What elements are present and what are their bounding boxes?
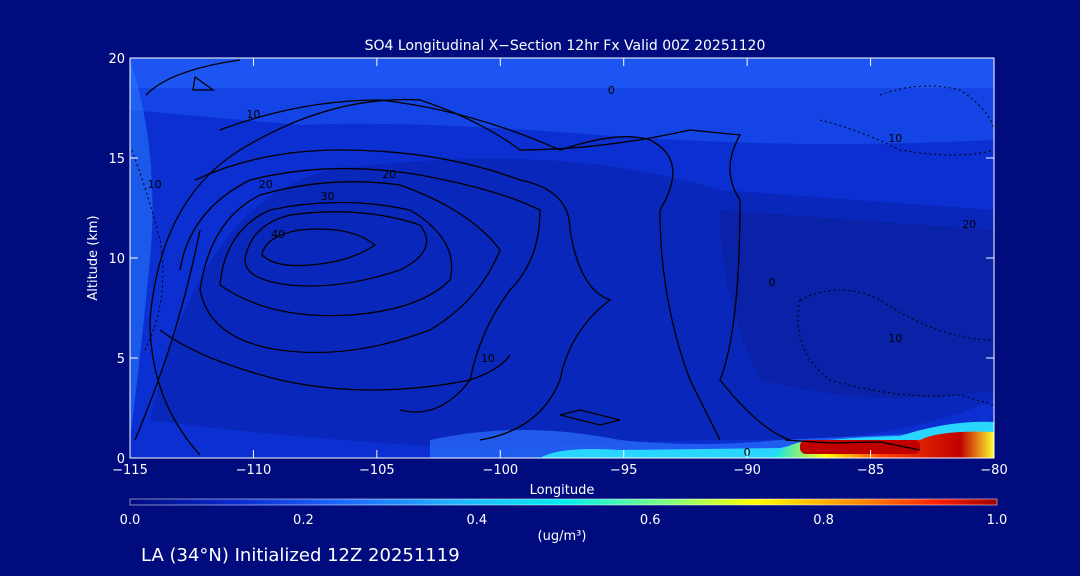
contour-line: [179, 167, 541, 413]
contour-line: [192, 75, 216, 91]
x-tick-label: −100: [482, 463, 518, 478]
x-tick-label: −105: [359, 463, 395, 478]
field-east-dark: [720, 210, 994, 398]
plot-area: 01020304020100102010100: [130, 58, 994, 458]
dashed-contour-line: [797, 299, 994, 406]
colorbar-unit-label: (ug/m³): [538, 529, 587, 544]
dashed-contour-line: [879, 85, 994, 131]
y-tick-label: 20: [108, 52, 125, 67]
dashed-contour-line: [799, 289, 994, 341]
contour-line: [194, 149, 612, 441]
x-tick-label: −90: [733, 463, 760, 478]
contour-value-label: 0: [608, 84, 615, 97]
field-band-top: [130, 58, 994, 88]
colorbar-tick-label: 0.8: [813, 513, 834, 528]
solid-contours: [134, 59, 921, 456]
contour-line: [261, 228, 377, 267]
y-tick-label: 0: [117, 452, 125, 467]
dashed-contour-line: [131, 149, 164, 351]
colorbar-tick-label: 0.0: [120, 513, 141, 528]
y-tick-label: 5: [117, 352, 125, 367]
y-tick-label: 10: [108, 252, 125, 267]
contour-value-label: 10: [246, 108, 260, 121]
contour-line: [134, 229, 201, 441]
contour-value-label: 10: [888, 332, 902, 345]
field-west-column: [130, 60, 153, 440]
contour-value-label: 10: [481, 352, 495, 365]
contour-line: [219, 99, 721, 441]
x-tick-label: −115: [112, 463, 148, 478]
contour-line: [159, 329, 511, 391]
contour-value-label: 10: [888, 132, 902, 145]
y-axis-label: Altitude (km): [86, 215, 101, 300]
dashed-contours: [131, 85, 994, 406]
contour-value-label: 10: [148, 178, 162, 191]
colorbar-tick-label: 0.6: [640, 513, 661, 528]
contour-value-label: 20: [259, 178, 273, 191]
colorbar: [129, 498, 998, 506]
contour-value-label: 0: [768, 276, 775, 289]
y-tick-label: 15: [108, 152, 125, 167]
x-tick-label: −110: [236, 463, 272, 478]
x-tick-label: −95: [610, 463, 637, 478]
contour-line: [244, 211, 428, 287]
colorbar-tick-label: 0.2: [293, 513, 314, 528]
contour-line: [219, 201, 453, 317]
location-annotation: LA (34°N) Initialized 12Z 20251119: [141, 545, 460, 566]
contour-value-label: 40: [271, 228, 285, 241]
dashed-contour-line: [819, 119, 994, 156]
contour-line: [199, 181, 501, 354]
contour-line: [145, 59, 241, 96]
chart-title: SO4 Longitudinal X−Section 12hr Fx Valid…: [365, 38, 766, 54]
contour-value-label: 20: [962, 218, 976, 231]
x-axis-label: Longitude: [530, 483, 595, 498]
contour-line: [784, 439, 921, 451]
colorbar-ticks: 0.0 0.2 0.4 0.6 0.8 1.0: [120, 513, 1008, 528]
contour-line: [559, 409, 621, 426]
colorbar-tick-label: 0.4: [466, 513, 487, 528]
contour-value-label: 30: [320, 190, 334, 203]
contour-value-label: 20: [382, 168, 396, 181]
contour-line: [149, 98, 791, 456]
x-tick-label: −80: [980, 463, 1007, 478]
y-axis: 0 5 10 15 20: [108, 52, 994, 467]
x-axis: −115 −110 −105 −100 −95 −90 −85 −80: [112, 58, 1008, 478]
colorbar-tick-label: 1.0: [987, 513, 1008, 528]
x-tick-label: −85: [857, 463, 884, 478]
